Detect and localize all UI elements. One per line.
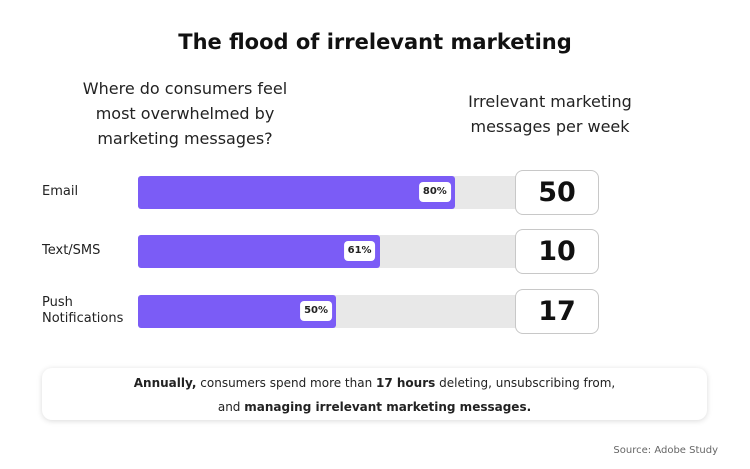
subtitle-line: marketing messages? (97, 129, 273, 148)
subtitle: Where do consumers feel most overwhelmed … (40, 76, 330, 151)
category-label: Email (42, 184, 79, 199)
weekly-value: 50 (515, 170, 599, 215)
value-label: 80% (418, 182, 451, 202)
source: Source: Adobe Study (613, 445, 718, 456)
value-label: 50% (300, 301, 332, 321)
category-label: Text/SMS (42, 243, 101, 258)
weekly-title-line: messages per week (470, 117, 630, 136)
bar (138, 175, 455, 209)
weekly-title: Irrelevant marketing messages per week (440, 89, 660, 139)
note-line: Annually, consumers spend more than 17 h… (42, 371, 707, 395)
weekly-title-line: Irrelevant marketing (468, 92, 632, 111)
note-text: consumers spend more than (196, 376, 377, 390)
subtitle-line: most overwhelmed by (95, 104, 275, 123)
bar (138, 234, 380, 268)
chart-title: The flood of irrelevant marketing (178, 30, 572, 54)
note-line: and managing irrelevant marketing messag… (42, 395, 707, 419)
note: Annually, consumers spend more than 17 h… (42, 368, 707, 420)
subtitle-line: Where do consumers feel (82, 79, 288, 98)
note-text: Annually, (133, 376, 197, 390)
note-text: 17 hours (376, 376, 436, 390)
note-text: managing irrelevant marketing messages. (244, 400, 532, 414)
value-label: 61% (343, 241, 376, 261)
category-label: Push Notifications (42, 295, 124, 326)
weekly-value: 10 (515, 229, 599, 274)
note-text: and (217, 400, 245, 414)
note-text: deleting, unsubscribing from, (435, 376, 616, 390)
weekly-value: 17 (515, 289, 599, 334)
